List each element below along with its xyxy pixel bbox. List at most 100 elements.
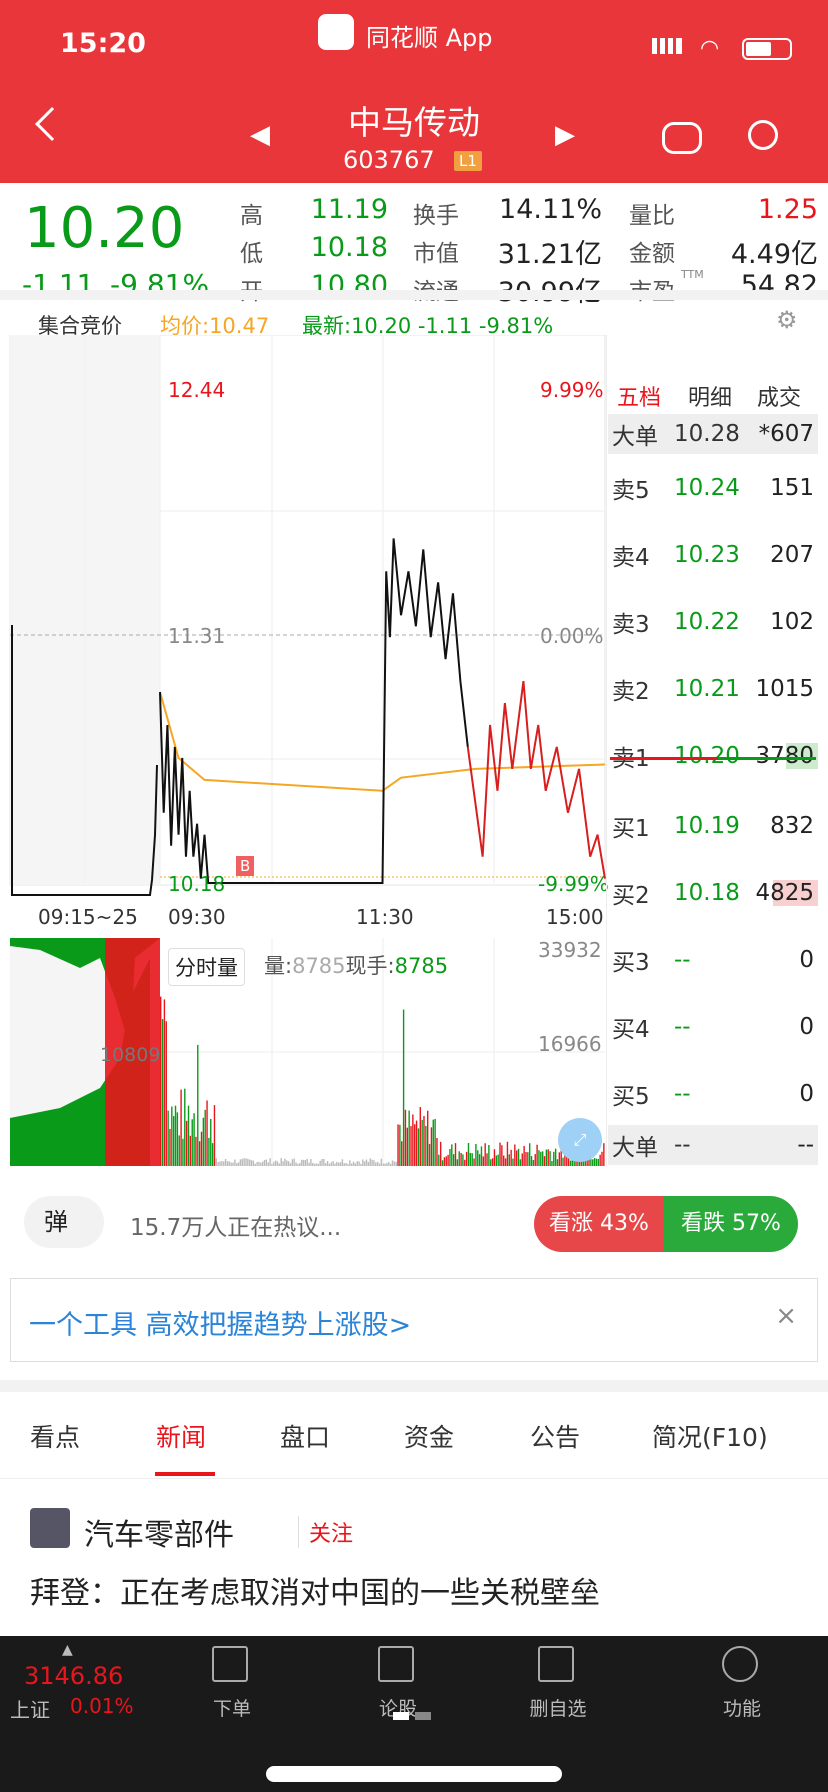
next-stock-button[interactable]: ▶ bbox=[555, 120, 575, 150]
volume-bar bbox=[601, 1151, 603, 1166]
stat-label: 量比 bbox=[629, 203, 675, 229]
settings-icon[interactable]: ⚙ bbox=[776, 306, 798, 334]
follow-button[interactable]: 关注 bbox=[298, 1516, 353, 1548]
volume-bar bbox=[161, 1019, 164, 1166]
volume-bar bbox=[191, 1119, 193, 1166]
price-chart[interactable] bbox=[0, 335, 608, 935]
volume-bar bbox=[376, 1161, 379, 1166]
volume-bar bbox=[603, 1143, 605, 1166]
prev-stock-button[interactable]: ◀ bbox=[250, 120, 270, 150]
app-name: 同花顺 App bbox=[366, 24, 493, 52]
volume-bar bbox=[417, 1128, 420, 1166]
volume-bar bbox=[228, 1161, 231, 1166]
volume-bar bbox=[206, 1100, 208, 1166]
tab-item[interactable]: 盘口 bbox=[280, 1423, 331, 1452]
volume-bar bbox=[273, 1161, 275, 1166]
discussion-text[interactable]: 15.7万人正在热议... bbox=[130, 1215, 342, 1241]
danmu-toggle[interactable]: 弹 bbox=[24, 1196, 104, 1248]
volume-bar bbox=[421, 1119, 423, 1166]
volume-bar bbox=[528, 1143, 531, 1166]
search-button[interactable] bbox=[748, 120, 778, 150]
volume-bar bbox=[454, 1143, 457, 1166]
close-icon[interactable]: × bbox=[775, 1301, 797, 1331]
auction-price-line bbox=[11, 625, 158, 896]
volume-bar bbox=[467, 1142, 470, 1166]
volume-bar bbox=[501, 1145, 503, 1166]
volume-bar bbox=[323, 1158, 325, 1166]
volume-bar bbox=[523, 1145, 525, 1166]
tab-item[interactable]: 简况(F10) bbox=[652, 1423, 768, 1452]
volume-mode-button[interactable]: 分时量 bbox=[168, 948, 245, 986]
volume-bar bbox=[339, 1162, 342, 1166]
back-button[interactable] bbox=[35, 107, 69, 141]
volume-bar bbox=[178, 1135, 180, 1166]
tab-item[interactable]: 看点 bbox=[30, 1423, 81, 1452]
volume-bar bbox=[527, 1152, 529, 1166]
volume-bar bbox=[443, 1157, 446, 1166]
volume-bar bbox=[169, 1128, 171, 1166]
volume-bar bbox=[326, 1161, 329, 1166]
app-header: 15:20 同花顺 App ◠ ◀ 中马传动 603767 L1 ▶ bbox=[0, 0, 828, 183]
tab-detail[interactable]: 明细 bbox=[688, 386, 733, 411]
stat-label: 金额 bbox=[629, 241, 675, 267]
volume-bar bbox=[210, 1118, 212, 1166]
stock-code: 603767 bbox=[343, 146, 435, 174]
volume-bar bbox=[414, 1124, 416, 1166]
hand-label: 现手: bbox=[345, 954, 395, 978]
level-badge: L1 bbox=[454, 151, 482, 171]
volume-bar bbox=[249, 1159, 251, 1166]
volume-bar bbox=[319, 1160, 321, 1166]
promo-banner[interactable]: 一个工具 高效把握趋势上涨股> × bbox=[10, 1278, 818, 1362]
volume-bar bbox=[230, 1162, 232, 1166]
volume-bar bbox=[349, 1160, 351, 1166]
index-value[interactable]: 3146.86 bbox=[24, 1662, 124, 1690]
tab-item[interactable]: 公告 bbox=[530, 1423, 581, 1452]
volume-bar bbox=[269, 1158, 271, 1166]
volume-bar bbox=[534, 1154, 536, 1166]
bearish-button[interactable]: 看跌 57% bbox=[664, 1196, 798, 1252]
stat-value: 11.19 bbox=[310, 194, 388, 225]
volume-bar bbox=[328, 1163, 331, 1166]
tab-item[interactable]: 资金 bbox=[404, 1423, 455, 1452]
volume-bar bbox=[189, 1135, 192, 1166]
forum-icon bbox=[378, 1646, 414, 1682]
hand-value: 8785 bbox=[394, 954, 449, 978]
volume-bar bbox=[330, 1162, 332, 1166]
volume-bar bbox=[423, 1115, 425, 1166]
expand-icon[interactable]: ⤢ bbox=[558, 1118, 602, 1162]
news-headline[interactable]: 拜登：正在考虑取消对中国的一些关税壁垒 bbox=[30, 1576, 600, 1611]
volume-bar bbox=[551, 1160, 553, 1166]
volume-bar bbox=[428, 1143, 431, 1166]
volume-bar bbox=[356, 1161, 358, 1166]
volume-bar bbox=[389, 1163, 392, 1166]
volume-bar bbox=[286, 1160, 288, 1166]
volume-bar bbox=[237, 1162, 240, 1166]
volume-bar bbox=[469, 1152, 472, 1166]
nav-item[interactable]: 删自选 bbox=[529, 1698, 587, 1720]
stat-label: 流通 bbox=[413, 272, 459, 306]
volume-bar bbox=[282, 1161, 284, 1166]
volume-bar bbox=[569, 1160, 572, 1166]
volume-bar bbox=[519, 1159, 522, 1166]
volume-bar bbox=[493, 1149, 496, 1166]
tab-item[interactable]: 新闻 bbox=[156, 1423, 207, 1452]
volume-bar bbox=[456, 1159, 459, 1166]
tab-trades[interactable]: 成交 bbox=[757, 386, 802, 411]
volume-bar bbox=[462, 1154, 464, 1166]
nav-item[interactable]: 下单 bbox=[212, 1698, 251, 1720]
order-icon bbox=[212, 1646, 248, 1682]
volume-bar bbox=[593, 1158, 596, 1166]
tab-five-levels[interactable]: 五档 bbox=[617, 380, 662, 416]
volume-bar bbox=[514, 1144, 516, 1166]
volume-bar bbox=[302, 1159, 305, 1166]
current-price: 10.20 bbox=[24, 196, 185, 261]
volume-bar bbox=[545, 1149, 548, 1166]
robot-icon[interactable] bbox=[662, 122, 702, 154]
nav-item[interactable]: 功能 bbox=[722, 1698, 761, 1720]
bullish-button[interactable]: 看涨 43% bbox=[534, 1196, 664, 1252]
volume-bar bbox=[517, 1148, 520, 1166]
banner-text: 一个工具 高效把握趋势上涨股> bbox=[29, 1310, 412, 1341]
news-source[interactable]: 汽车零部件 bbox=[84, 1518, 234, 1553]
volume-bar bbox=[391, 1160, 394, 1166]
volume-bar bbox=[406, 1127, 409, 1166]
